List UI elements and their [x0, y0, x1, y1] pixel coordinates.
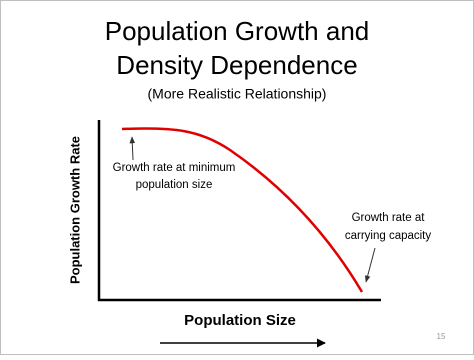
- x-axis-label: Population Size: [184, 312, 296, 329]
- annotation-arrow: [129, 136, 136, 161]
- title-line: Density Dependence: [116, 50, 357, 80]
- annotation-text: carrying capacity: [345, 230, 432, 242]
- title-line: Population Growth and: [105, 16, 370, 46]
- annotation-text: population size: [136, 179, 213, 191]
- annotation-text: Growth rate at: [352, 212, 426, 224]
- y-axis-label: Population Growth Rate: [67, 136, 82, 284]
- growth-curve: [121, 127, 364, 293]
- annotation-text: Growth rate at minimum: [113, 162, 236, 174]
- subtitle: (More Realistic Relationship): [148, 86, 327, 102]
- page-number: 15: [437, 332, 446, 341]
- annotation-arrow: [364, 247, 376, 283]
